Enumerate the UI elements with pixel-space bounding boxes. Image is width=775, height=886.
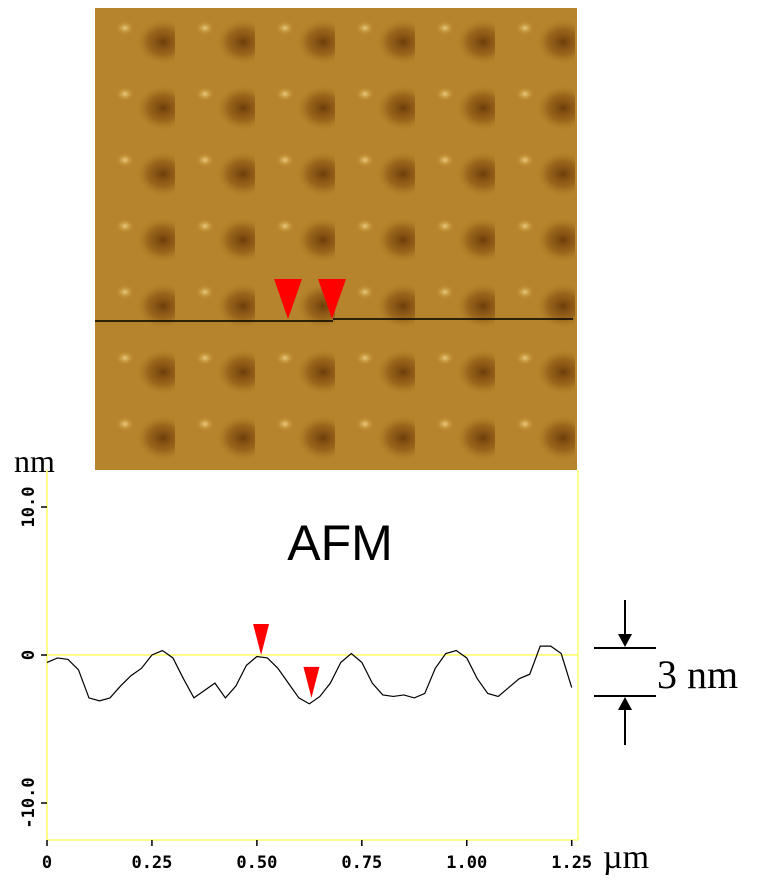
y-axis-label: nm [14,443,55,479]
x-tick-label: 0 [42,853,52,873]
profile-line [46,645,573,705]
cursor-marker [303,666,320,698]
y-tick-label: 10.0 [19,487,39,528]
x-tick-label: 1.00 [446,853,487,873]
height-annotation: 3 nm [657,652,738,697]
afm-image [95,8,577,470]
height-bracket [594,600,656,745]
x-axis-label: µm [603,839,649,876]
x-tick-label: 0.75 [341,853,382,873]
y-tick-label: -10.0 [19,777,39,828]
cursor-marker [253,624,270,655]
chart-title: AFM [287,515,393,571]
y-tick-label: 0 [19,650,39,660]
x-tick-label: 0.25 [131,853,172,873]
x-tick-label: 1.25 [551,853,592,873]
x-tick-label: 0.50 [236,853,277,873]
profile-plot: -10.0 0 10.0 0 0.25 0.50 0.75 1.00 1.25 [19,470,592,873]
